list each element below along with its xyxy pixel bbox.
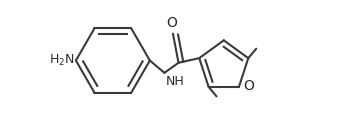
Text: H$_2$N: H$_2$N	[49, 53, 74, 68]
Text: NH: NH	[166, 75, 184, 88]
Text: O: O	[243, 79, 254, 93]
Text: O: O	[166, 16, 177, 30]
